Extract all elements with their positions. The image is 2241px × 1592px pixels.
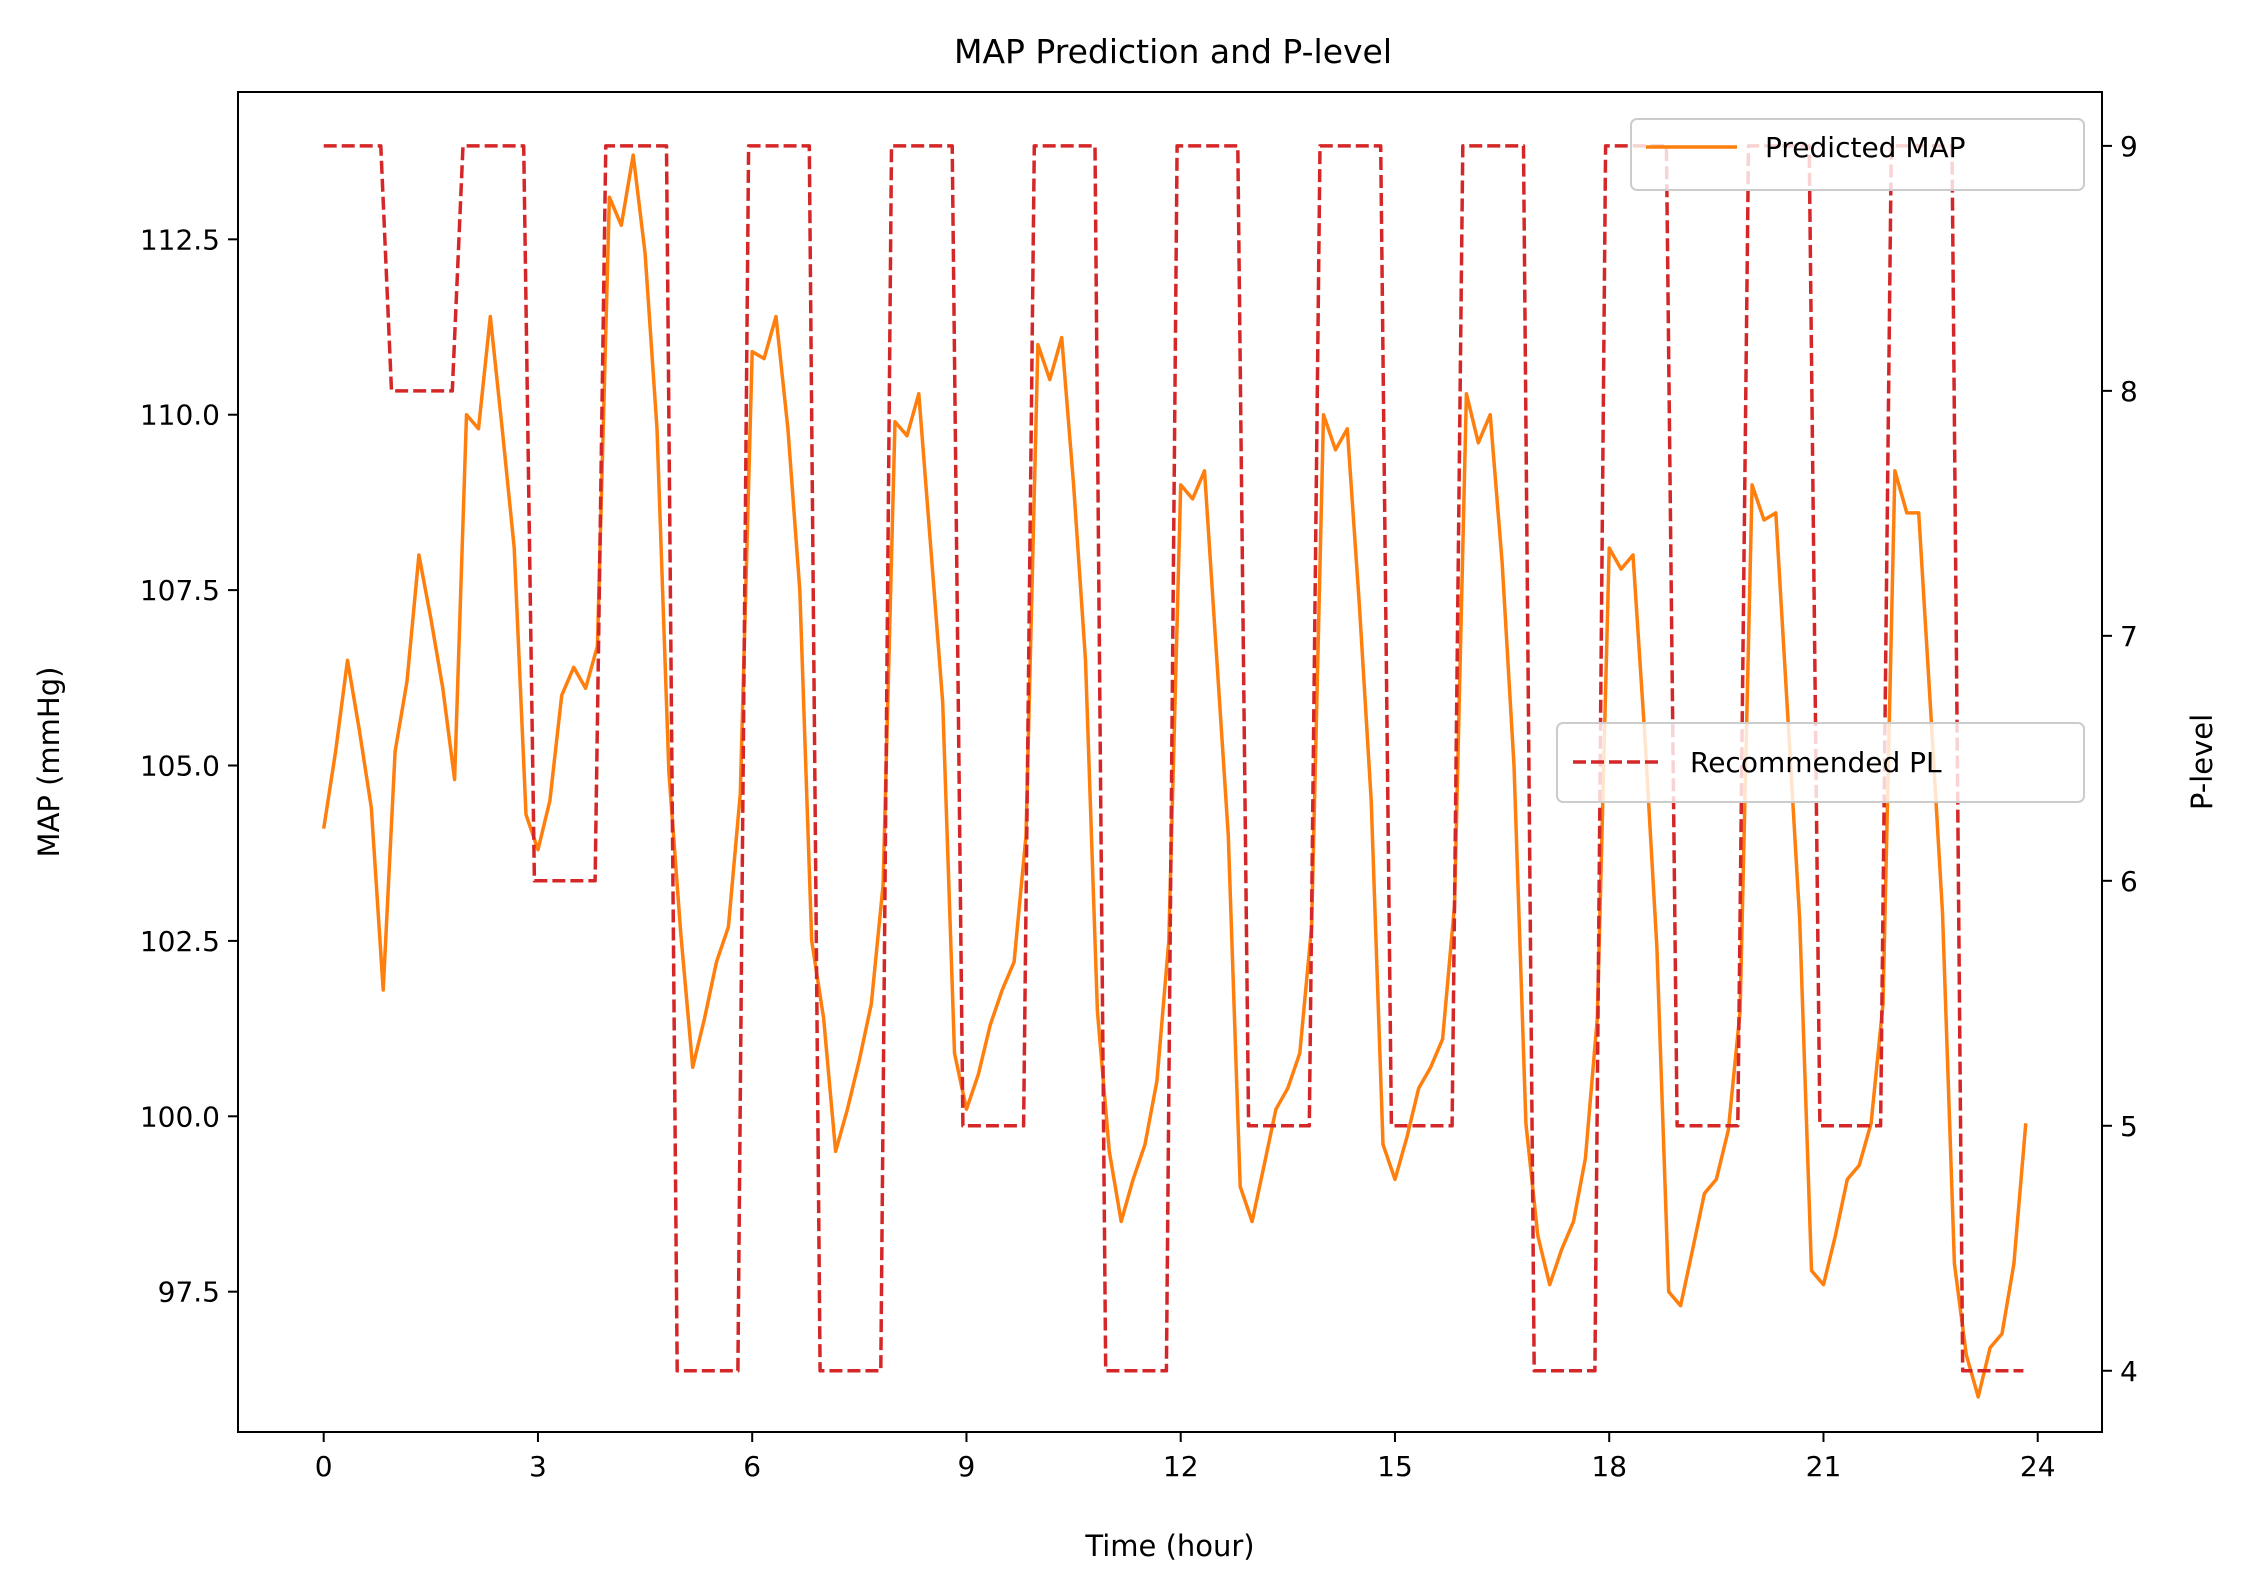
x-tick-label: 3	[529, 1450, 547, 1483]
y-axis-right: 4 5 6 7 8 9	[2102, 130, 2138, 1388]
y-tick-label: 102.5	[140, 925, 220, 958]
plot-frame	[237, 91, 2103, 1433]
legend-recommended-pl: Recommended PL	[1556, 722, 2085, 803]
legend-label-recommended-pl: Recommended PL	[1690, 746, 1942, 779]
x-axis: 0 3 6 9 12 15 18 21 24	[315, 1432, 2056, 1483]
y-tick-label: 105.0	[140, 750, 220, 783]
y2-tick-label: 9	[2120, 130, 2138, 163]
x-tick-label: 12	[1163, 1450, 1199, 1483]
x-tick-label: 21	[1806, 1450, 1842, 1483]
chart-title: MAP Prediction and P-level	[954, 32, 1392, 71]
x-tick-label: 18	[1591, 1450, 1627, 1483]
series-line-predicted-map	[321, 153, 2028, 1399]
x-tick-label: 15	[1377, 1450, 1413, 1483]
y2-tick-label: 6	[2120, 865, 2138, 898]
x-axis-label: Time (hour)	[1084, 1529, 1254, 1563]
y-tick-label: 107.5	[140, 574, 220, 607]
legend-label-predicted-map: Predicted MAP	[1765, 131, 1966, 164]
y-tick-label: 100.0	[140, 1100, 220, 1133]
plot-area	[321, 144, 2028, 1399]
y-axis-label: MAP (mmHg)	[32, 667, 66, 858]
y-axis-left: 97.5 100.0 102.5 105.0 107.5 110.0 112.5	[140, 223, 238, 1309]
y-tick-label: 112.5	[140, 223, 220, 256]
legend-box	[1556, 722, 2085, 803]
x-tick-label: 6	[743, 1450, 761, 1483]
x-tick-label: 9	[958, 1450, 976, 1483]
y-tick-label: 110.0	[140, 399, 220, 432]
y2-tick-label: 4	[2120, 1355, 2138, 1388]
legend-box	[1630, 118, 2085, 191]
series-line-recommended-pl	[323, 144, 2024, 1373]
x-tick-label: 0	[315, 1450, 333, 1483]
y2-axis-label: P-level	[2185, 714, 2219, 810]
y2-tick-label: 8	[2120, 375, 2138, 408]
legend-predicted-map: Predicted MAP	[1630, 118, 2085, 191]
y2-tick-label: 7	[2120, 620, 2138, 653]
y-tick-label: 97.5	[158, 1276, 220, 1309]
y2-tick-label: 5	[2120, 1110, 2138, 1143]
x-tick-label: 24	[2020, 1450, 2056, 1483]
